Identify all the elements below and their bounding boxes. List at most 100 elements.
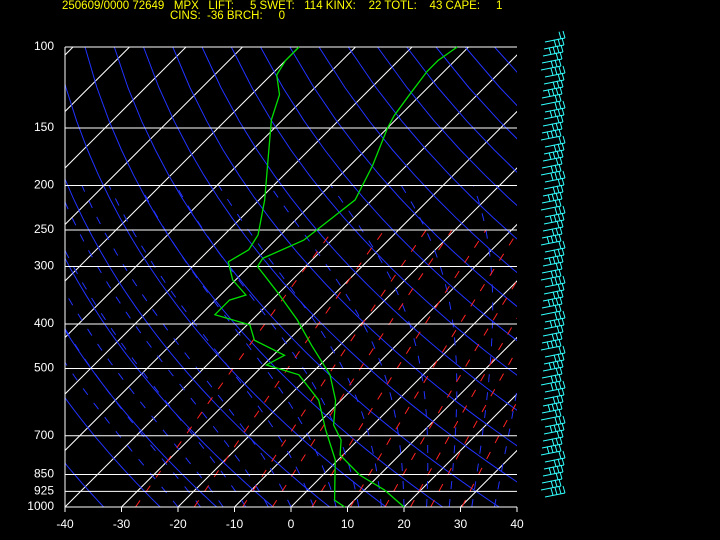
barb-flag <box>557 248 561 256</box>
barb-flag <box>550 488 554 496</box>
barb-flag <box>557 283 561 291</box>
barb-flag <box>547 194 551 202</box>
barb-flag <box>552 151 556 159</box>
x-tick-label: 10 <box>341 517 355 531</box>
profile-line <box>213 46 346 508</box>
barb-flag <box>557 318 561 326</box>
barb-flag <box>561 247 565 256</box>
moist-adiabat <box>65 291 224 507</box>
barb-staff <box>540 100 562 106</box>
mixing-ratio-line <box>135 229 334 507</box>
barb-staff <box>540 135 562 141</box>
barb-flag <box>557 73 561 81</box>
barb-flag <box>558 451 562 459</box>
wind-barb <box>544 485 566 498</box>
y-tick-label: 250 <box>34 222 54 236</box>
barb-flag <box>560 324 564 333</box>
wind-barb <box>540 373 562 386</box>
wind-barb <box>541 366 563 379</box>
barb-staff <box>542 366 564 372</box>
wind-barb <box>542 289 564 302</box>
barb-staff <box>541 233 563 239</box>
barb-flag <box>561 317 565 326</box>
barb-staff <box>542 226 564 232</box>
barb-flag <box>560 394 564 403</box>
barb-flag <box>558 346 562 354</box>
barb-staff <box>540 65 562 71</box>
barb-flag <box>562 380 566 389</box>
barb-flag <box>550 270 554 278</box>
barb-flag <box>551 193 555 201</box>
barb-flag <box>561 387 565 396</box>
barb-flag <box>550 165 554 173</box>
mixing-ratio-line <box>193 229 385 507</box>
moist-adiabat <box>400 185 458 507</box>
wind-barb <box>542 44 564 57</box>
y-tick-label: 300 <box>34 259 54 273</box>
moist-adiabat <box>65 200 269 507</box>
barb-flag <box>557 38 561 46</box>
isotherm <box>177 167 517 507</box>
barb-flag <box>551 298 555 306</box>
barb-flag <box>551 403 555 411</box>
wind-barb <box>543 387 565 400</box>
wind-barb <box>542 149 564 162</box>
barb-staff <box>544 247 566 253</box>
barb-flag <box>555 87 559 95</box>
barb-flag <box>556 220 560 228</box>
barb-flag <box>554 409 558 417</box>
wind-barb <box>540 58 562 71</box>
isotherm <box>403 393 517 507</box>
barb-flag <box>555 262 559 270</box>
isotherm <box>65 47 413 395</box>
barb-flag <box>559 401 563 410</box>
barb-flag <box>559 86 563 95</box>
wind-barb <box>543 352 565 365</box>
barb-flag <box>554 479 558 487</box>
wind-barb <box>544 65 566 78</box>
wind-barb <box>541 121 563 134</box>
barb-flag <box>548 47 552 55</box>
barb-staff <box>540 415 562 421</box>
barb-flag <box>558 136 562 144</box>
wind-barb <box>543 212 565 225</box>
y-tick-label: 100 <box>34 39 54 53</box>
mixing-ratio-line <box>349 231 517 507</box>
wind-barb <box>540 268 562 281</box>
wind-barb <box>543 142 565 155</box>
barb-staff <box>544 352 566 358</box>
barb-flag <box>555 297 559 305</box>
barb-flag <box>559 471 563 480</box>
y-tick-label: 500 <box>34 361 54 375</box>
barb-staff <box>541 268 563 274</box>
barb-flag <box>550 375 554 383</box>
wind-barb <box>540 478 562 491</box>
barb-staff <box>541 163 563 169</box>
barb-flag <box>549 425 553 433</box>
barb-staff <box>544 177 566 183</box>
moist-adiabat <box>139 185 337 507</box>
barb-flag <box>557 423 561 431</box>
barb-flag <box>556 115 560 123</box>
x-tick-label: 0 <box>288 517 295 531</box>
barb-flag <box>554 374 558 382</box>
wind-barb <box>542 114 564 127</box>
barb-flag <box>550 340 554 348</box>
wind-barb <box>544 135 566 148</box>
barb-flag <box>554 199 558 207</box>
wind-barb <box>542 464 564 477</box>
barb-flag <box>562 485 566 494</box>
y-tick-label: 850 <box>34 467 54 481</box>
barb-flag <box>552 256 556 264</box>
barb-flag <box>554 234 558 242</box>
profile-line <box>256 46 458 508</box>
barb-flag <box>548 152 552 160</box>
barb-flag <box>560 429 564 438</box>
barb-flag <box>558 93 562 102</box>
barb-staff <box>542 471 564 477</box>
isotherm <box>65 47 243 226</box>
barb-flag <box>558 443 562 452</box>
